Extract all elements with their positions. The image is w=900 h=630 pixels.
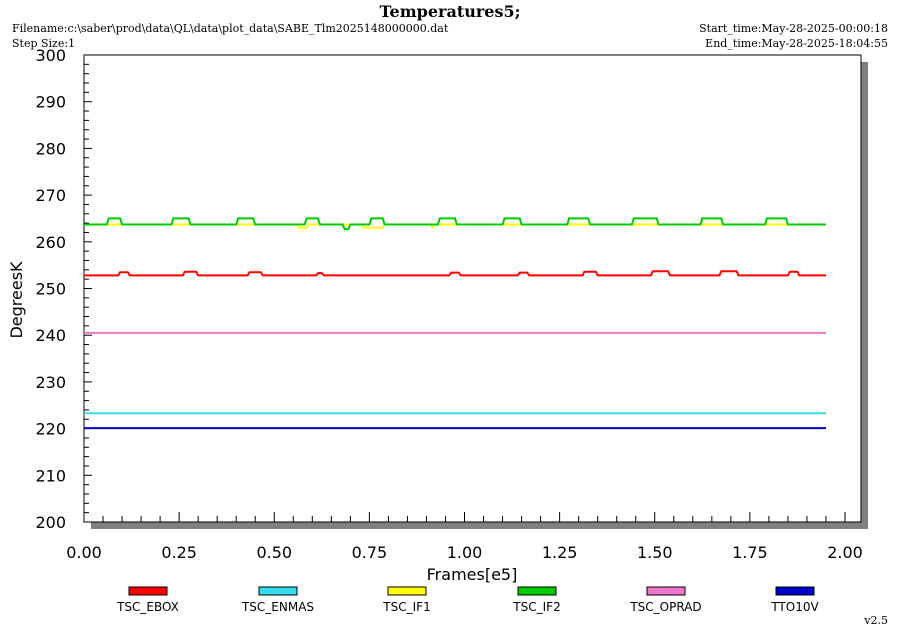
y-axis: 200 210 220 230 240 250 260 270 280 290 300 xyxy=(35,46,92,532)
plot-area xyxy=(83,54,862,523)
x-tick-label: 1.50 xyxy=(637,543,673,562)
legend-label: TSC_ENMAS xyxy=(241,600,314,614)
x-tick-label: 0.75 xyxy=(352,543,388,562)
legend: TSC_EBOX TSC_ENMAS TSC_IF1 TSC_IF2 TSC_OPRAD… xyxy=(116,586,819,614)
version-label: v2.5 xyxy=(864,614,888,627)
start-time-label: Start_time:May-28-2025-00:00:18 xyxy=(699,22,888,35)
legend-swatch xyxy=(646,586,686,596)
x-axis-label: Frames[e5] xyxy=(427,565,518,584)
legend-swatch xyxy=(517,586,557,596)
end-time-label: End_time:May-28-2025-18:04:55 xyxy=(705,37,888,50)
legend-label: TSC_IF1 xyxy=(382,600,430,614)
step-size-label: Step Size:1 xyxy=(12,37,76,50)
series-line-tsc-ebox xyxy=(84,270,826,277)
y-tick-label: 250 xyxy=(35,280,66,299)
y-tick-label: 210 xyxy=(35,466,66,485)
y-tick-label: 260 xyxy=(35,233,66,252)
legend-label: TSC_IF2 xyxy=(512,600,560,614)
y-tick-label: 270 xyxy=(35,186,66,205)
x-tick-label: 1.00 xyxy=(447,543,483,562)
x-tick-label: 0.50 xyxy=(256,543,292,562)
x-tick-label: 2.00 xyxy=(827,543,863,562)
y-tick-label: 300 xyxy=(35,46,66,65)
y-tick-label: 290 xyxy=(35,93,66,112)
legend-swatch xyxy=(387,586,427,596)
legend-swatch xyxy=(258,586,298,596)
x-tick-label: 0.00 xyxy=(66,543,102,562)
x-tick-label: 1.25 xyxy=(542,543,578,562)
x-axis: 0.00 0.25 0.50 0.75 1.00 1.25 1.50 1.75 2.00 xyxy=(66,512,863,562)
chart-title: Temperatures5; xyxy=(379,2,521,21)
x-tick-label: 0.25 xyxy=(161,543,197,562)
legend-label: TTO10V xyxy=(770,600,819,614)
legend-swatch xyxy=(128,586,168,596)
y-axis-label: DegreesK xyxy=(7,261,26,339)
legend-label: TSC_EBOX xyxy=(116,600,179,614)
series-line-tsc-if2 xyxy=(84,217,826,231)
filename-label: Filename:c:\saber\prod\data\QL\data\plot… xyxy=(12,22,449,35)
y-tick-label: 280 xyxy=(35,139,66,158)
series-lines xyxy=(84,217,826,430)
y-tick-label: 220 xyxy=(35,420,66,439)
x-tick-label: 1.75 xyxy=(732,543,768,562)
legend-swatch xyxy=(775,586,815,596)
y-tick-label: 240 xyxy=(35,326,66,345)
series-line-tsc-if1 xyxy=(84,223,826,230)
y-tick-label: 230 xyxy=(35,373,66,392)
y-tick-label: 200 xyxy=(35,513,66,532)
legend-label: TSC_OPRAD xyxy=(629,600,701,614)
